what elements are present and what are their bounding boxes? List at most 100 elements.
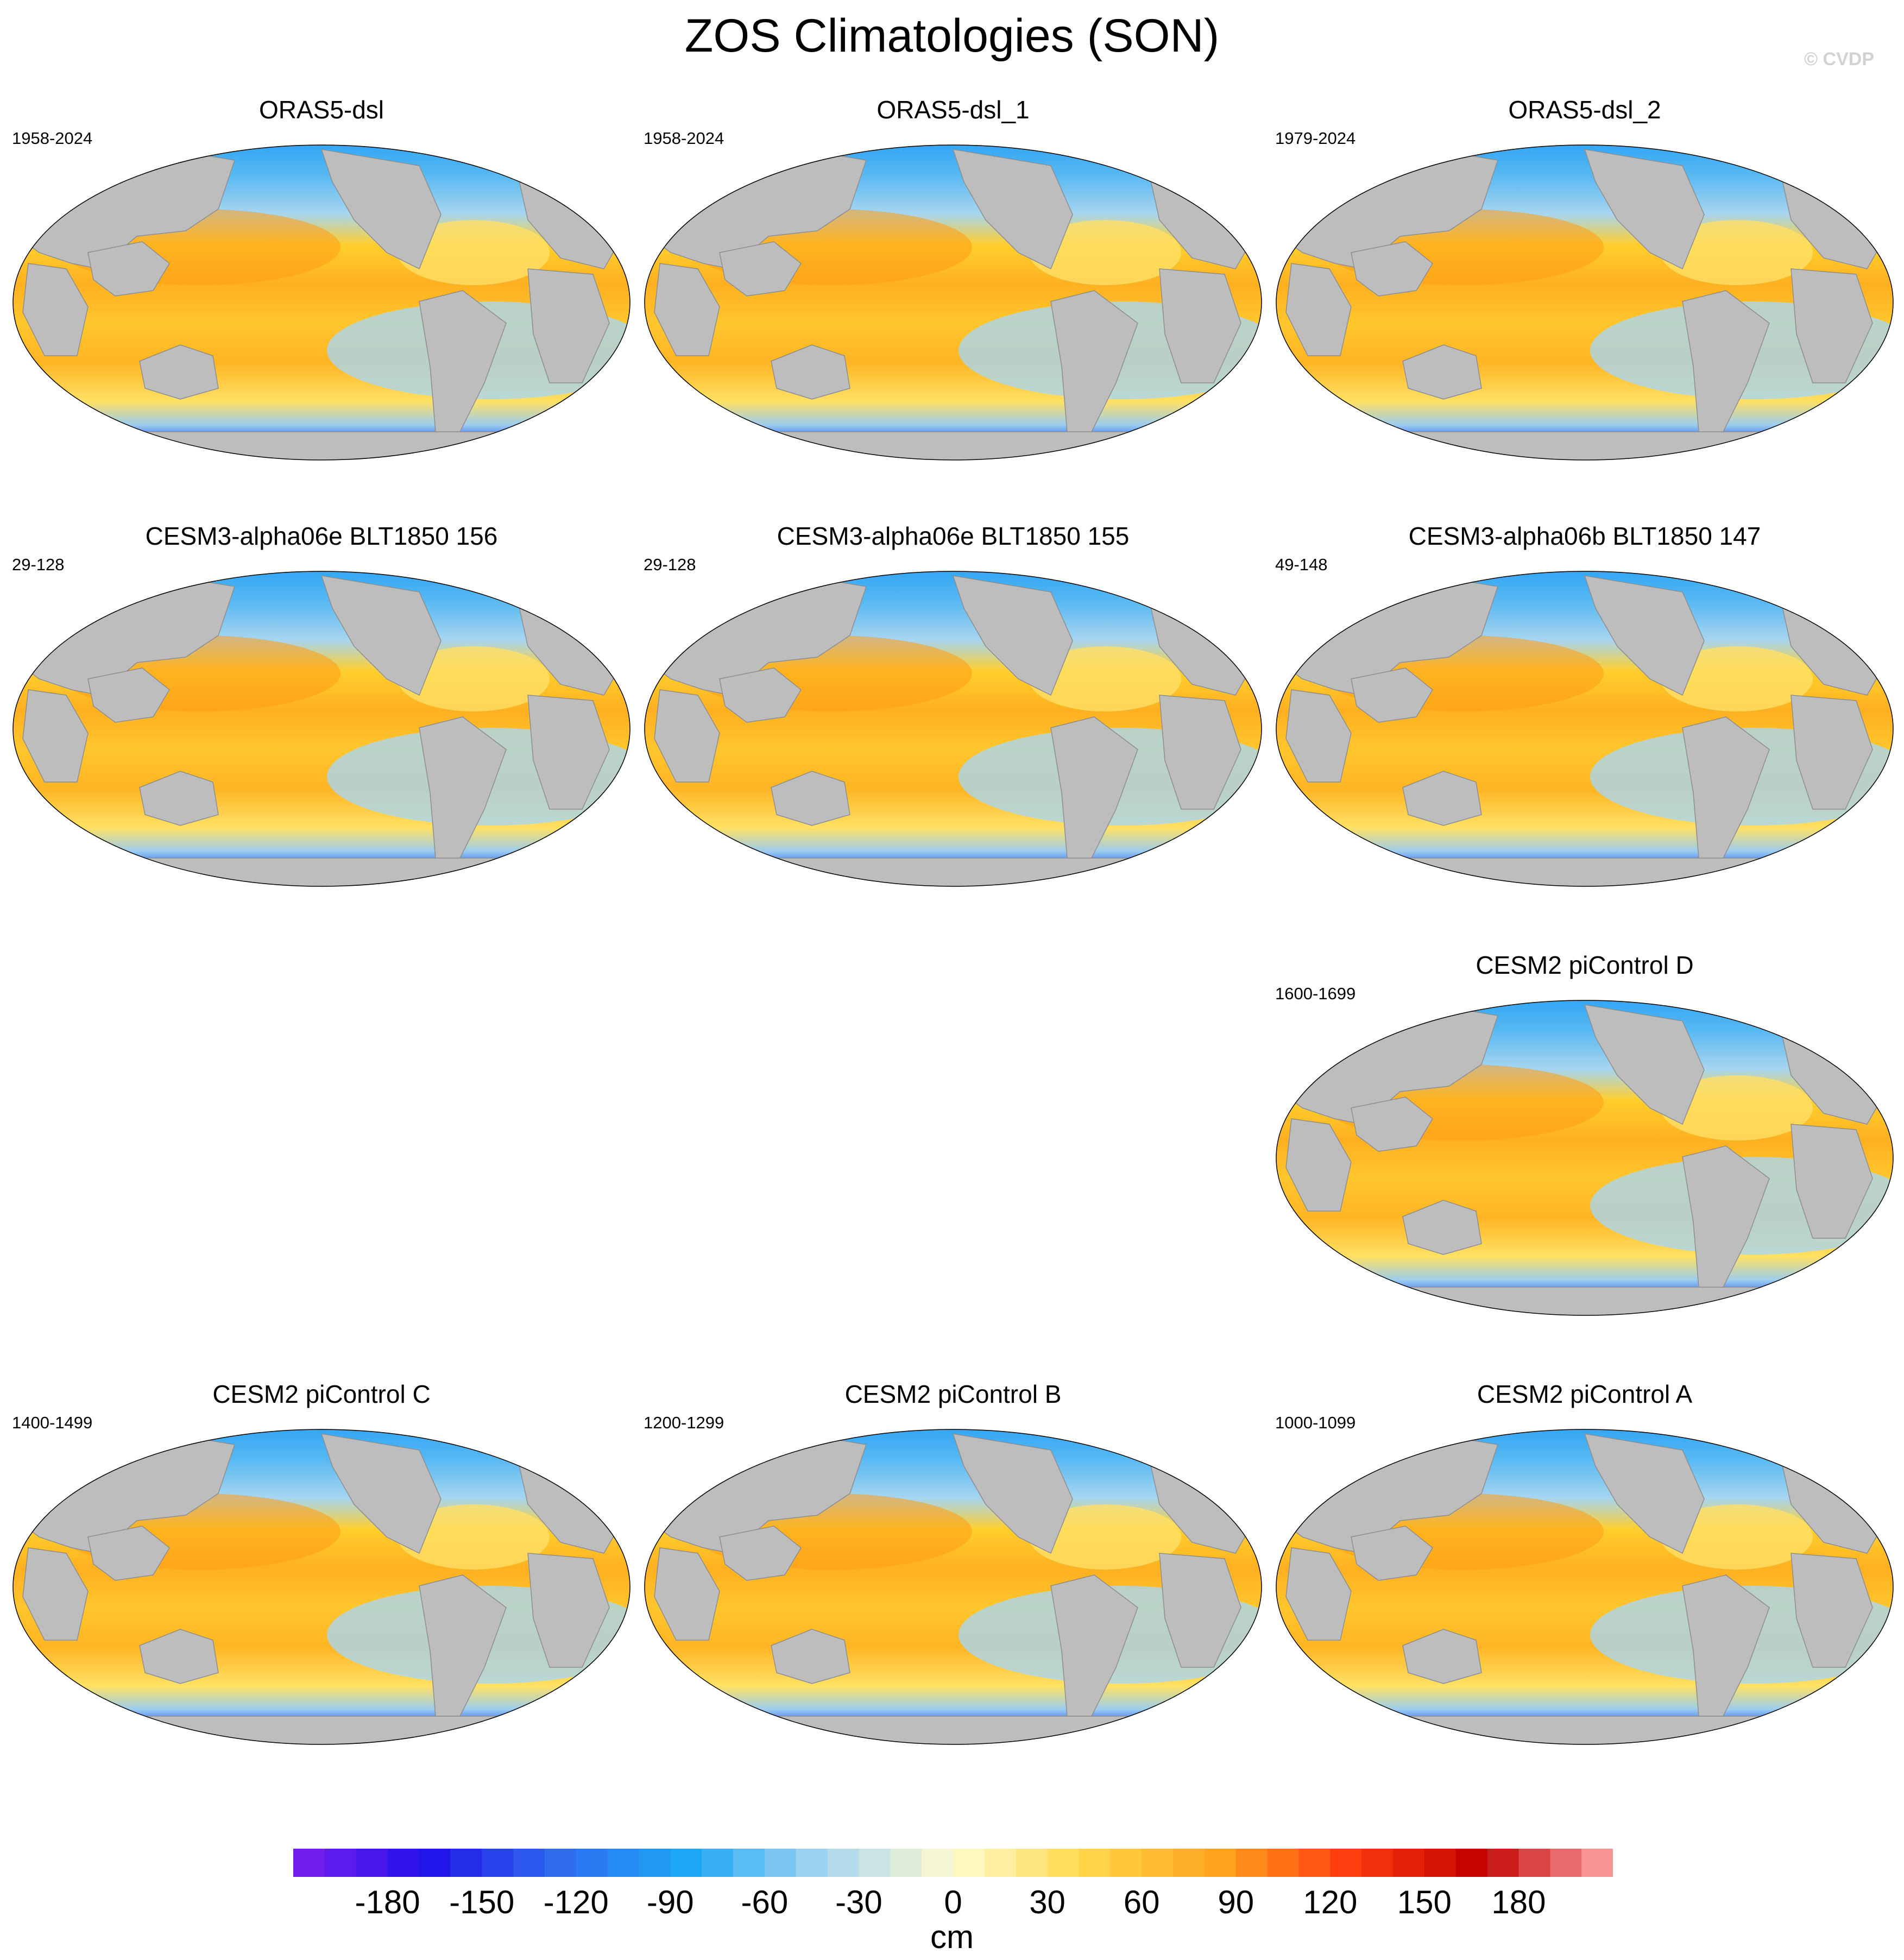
landmass [1402, 1629, 1482, 1684]
figure-title: ZOS Climatologies (SON) [684, 10, 1220, 62]
colorbar-swatch [1487, 1849, 1520, 1877]
gulf-high [398, 220, 550, 285]
landmass [139, 344, 219, 400]
zos-map [644, 1429, 1262, 1745]
panel-title: ORAS5-dsl_1 [877, 96, 1030, 124]
colorbar-label: -30 [835, 1884, 882, 1920]
landmass [645, 1716, 1262, 1744]
colorbar-swatch [1204, 1849, 1237, 1877]
colorbar-swatch [1047, 1849, 1080, 1877]
colorbar-swatch [639, 1849, 671, 1877]
colorbar-swatch [984, 1849, 1017, 1877]
landmass [22, 263, 89, 356]
landmass [1790, 1553, 1873, 1668]
colorbar-swatch [1581, 1849, 1613, 1877]
panel-title: CESM3-alpha06e BLT1850 155 [777, 522, 1130, 550]
colorbar-swatch [1393, 1849, 1425, 1877]
panel-title: CESM2 piControl B [844, 1380, 1062, 1408]
zos-map [12, 571, 631, 887]
map-panel: CESM2 piControl C 1400-1499 [7, 1379, 636, 1803]
map-panel: ORAS5-dsl_2 1979-2024 [1270, 95, 1900, 519]
colorbar-swatch [890, 1849, 922, 1877]
landmass [22, 689, 89, 783]
colorbar-swatch [922, 1849, 954, 1877]
watermark: © CVDP [1804, 49, 1874, 70]
map-panel: ORAS5-dsl 1958-2024 [7, 95, 636, 519]
landmass [654, 689, 720, 783]
landmass [419, 716, 507, 864]
gulf-high [398, 1504, 550, 1570]
landmass [1402, 344, 1482, 400]
zos-map [644, 144, 1262, 461]
landmass [22, 1547, 89, 1641]
landmass [320, 149, 442, 270]
colorbar-label: 180 [1491, 1884, 1546, 1920]
panel-title: CESM3-alpha06b BLT1850 147 [1408, 522, 1761, 550]
landmass [1584, 1004, 1705, 1125]
landmass [1584, 1433, 1705, 1554]
landmass [1790, 1124, 1873, 1239]
landmass [1790, 268, 1873, 383]
map-outline [12, 571, 631, 887]
panel-years: 1200-1299 [644, 1413, 724, 1432]
zos-map [1276, 1000, 1894, 1316]
zos-map [12, 144, 631, 461]
colorbar-swatch [387, 1849, 420, 1877]
colorbar-swatch [324, 1849, 357, 1877]
landmass [1276, 431, 1893, 460]
gulf-high [1029, 1504, 1181, 1570]
landmass [1682, 290, 1770, 438]
colorbar-label: 90 [1218, 1884, 1254, 1920]
landmass [952, 1433, 1073, 1554]
colorbar-swatch [1330, 1849, 1362, 1877]
landmass [87, 667, 170, 723]
panel-title: CESM2 piControl C [212, 1380, 431, 1408]
landmass [1050, 1574, 1138, 1722]
colorbar-swatch [1518, 1849, 1550, 1877]
panel-years: 1400-1499 [12, 1413, 93, 1432]
map-panel: CESM3-alpha06e BLT1850 155 29-128 [638, 521, 1268, 945]
gulf-high [398, 646, 550, 711]
colorbar-swatch [1361, 1849, 1394, 1877]
landmass [719, 241, 802, 297]
landmass [1402, 771, 1482, 826]
colorbar-swatch [733, 1849, 765, 1877]
colorbar-swatch [607, 1849, 640, 1877]
landmass [1285, 263, 1352, 356]
map-outline [12, 144, 631, 461]
landmass [719, 1526, 802, 1581]
map-outline [1276, 144, 1894, 461]
colorbar-swatch [1142, 1849, 1174, 1877]
landmass [87, 241, 170, 297]
colorbar-label: -90 [646, 1884, 694, 1920]
panel-title: CESM3-alpha06e BLT1850 156 [145, 522, 498, 550]
colorbar-swatch [1235, 1849, 1268, 1877]
map-field [13, 145, 630, 460]
landmass [771, 771, 850, 826]
map-outline [644, 571, 1262, 887]
landmass [527, 695, 610, 810]
landmass [771, 344, 850, 400]
colorbar-swatch [450, 1849, 482, 1877]
zos-map [1276, 144, 1894, 461]
landmass [952, 149, 1073, 270]
colorbar-swatch [702, 1849, 734, 1877]
landmass [1351, 1526, 1433, 1581]
panel-years: 49-148 [1275, 555, 1328, 574]
colorbar-swatch [1016, 1849, 1048, 1877]
colorbar-swatch [1550, 1849, 1582, 1877]
landmass [1285, 1547, 1352, 1641]
landmass [1050, 716, 1138, 864]
panel-years: 1979-2024 [1275, 129, 1356, 148]
colorbar-swatch [293, 1849, 325, 1877]
landmass [1584, 149, 1705, 270]
colorbar-swatch [356, 1849, 388, 1877]
colorbar-swatches [293, 1849, 1613, 1877]
colorbar-label: 60 [1123, 1884, 1160, 1920]
colorbar-swatch [576, 1849, 608, 1877]
gulf-high [1661, 646, 1813, 711]
landmass [1351, 1096, 1433, 1152]
landmass [87, 1526, 170, 1581]
map-outline [1276, 1000, 1894, 1316]
colorbar-swatch [859, 1849, 891, 1877]
